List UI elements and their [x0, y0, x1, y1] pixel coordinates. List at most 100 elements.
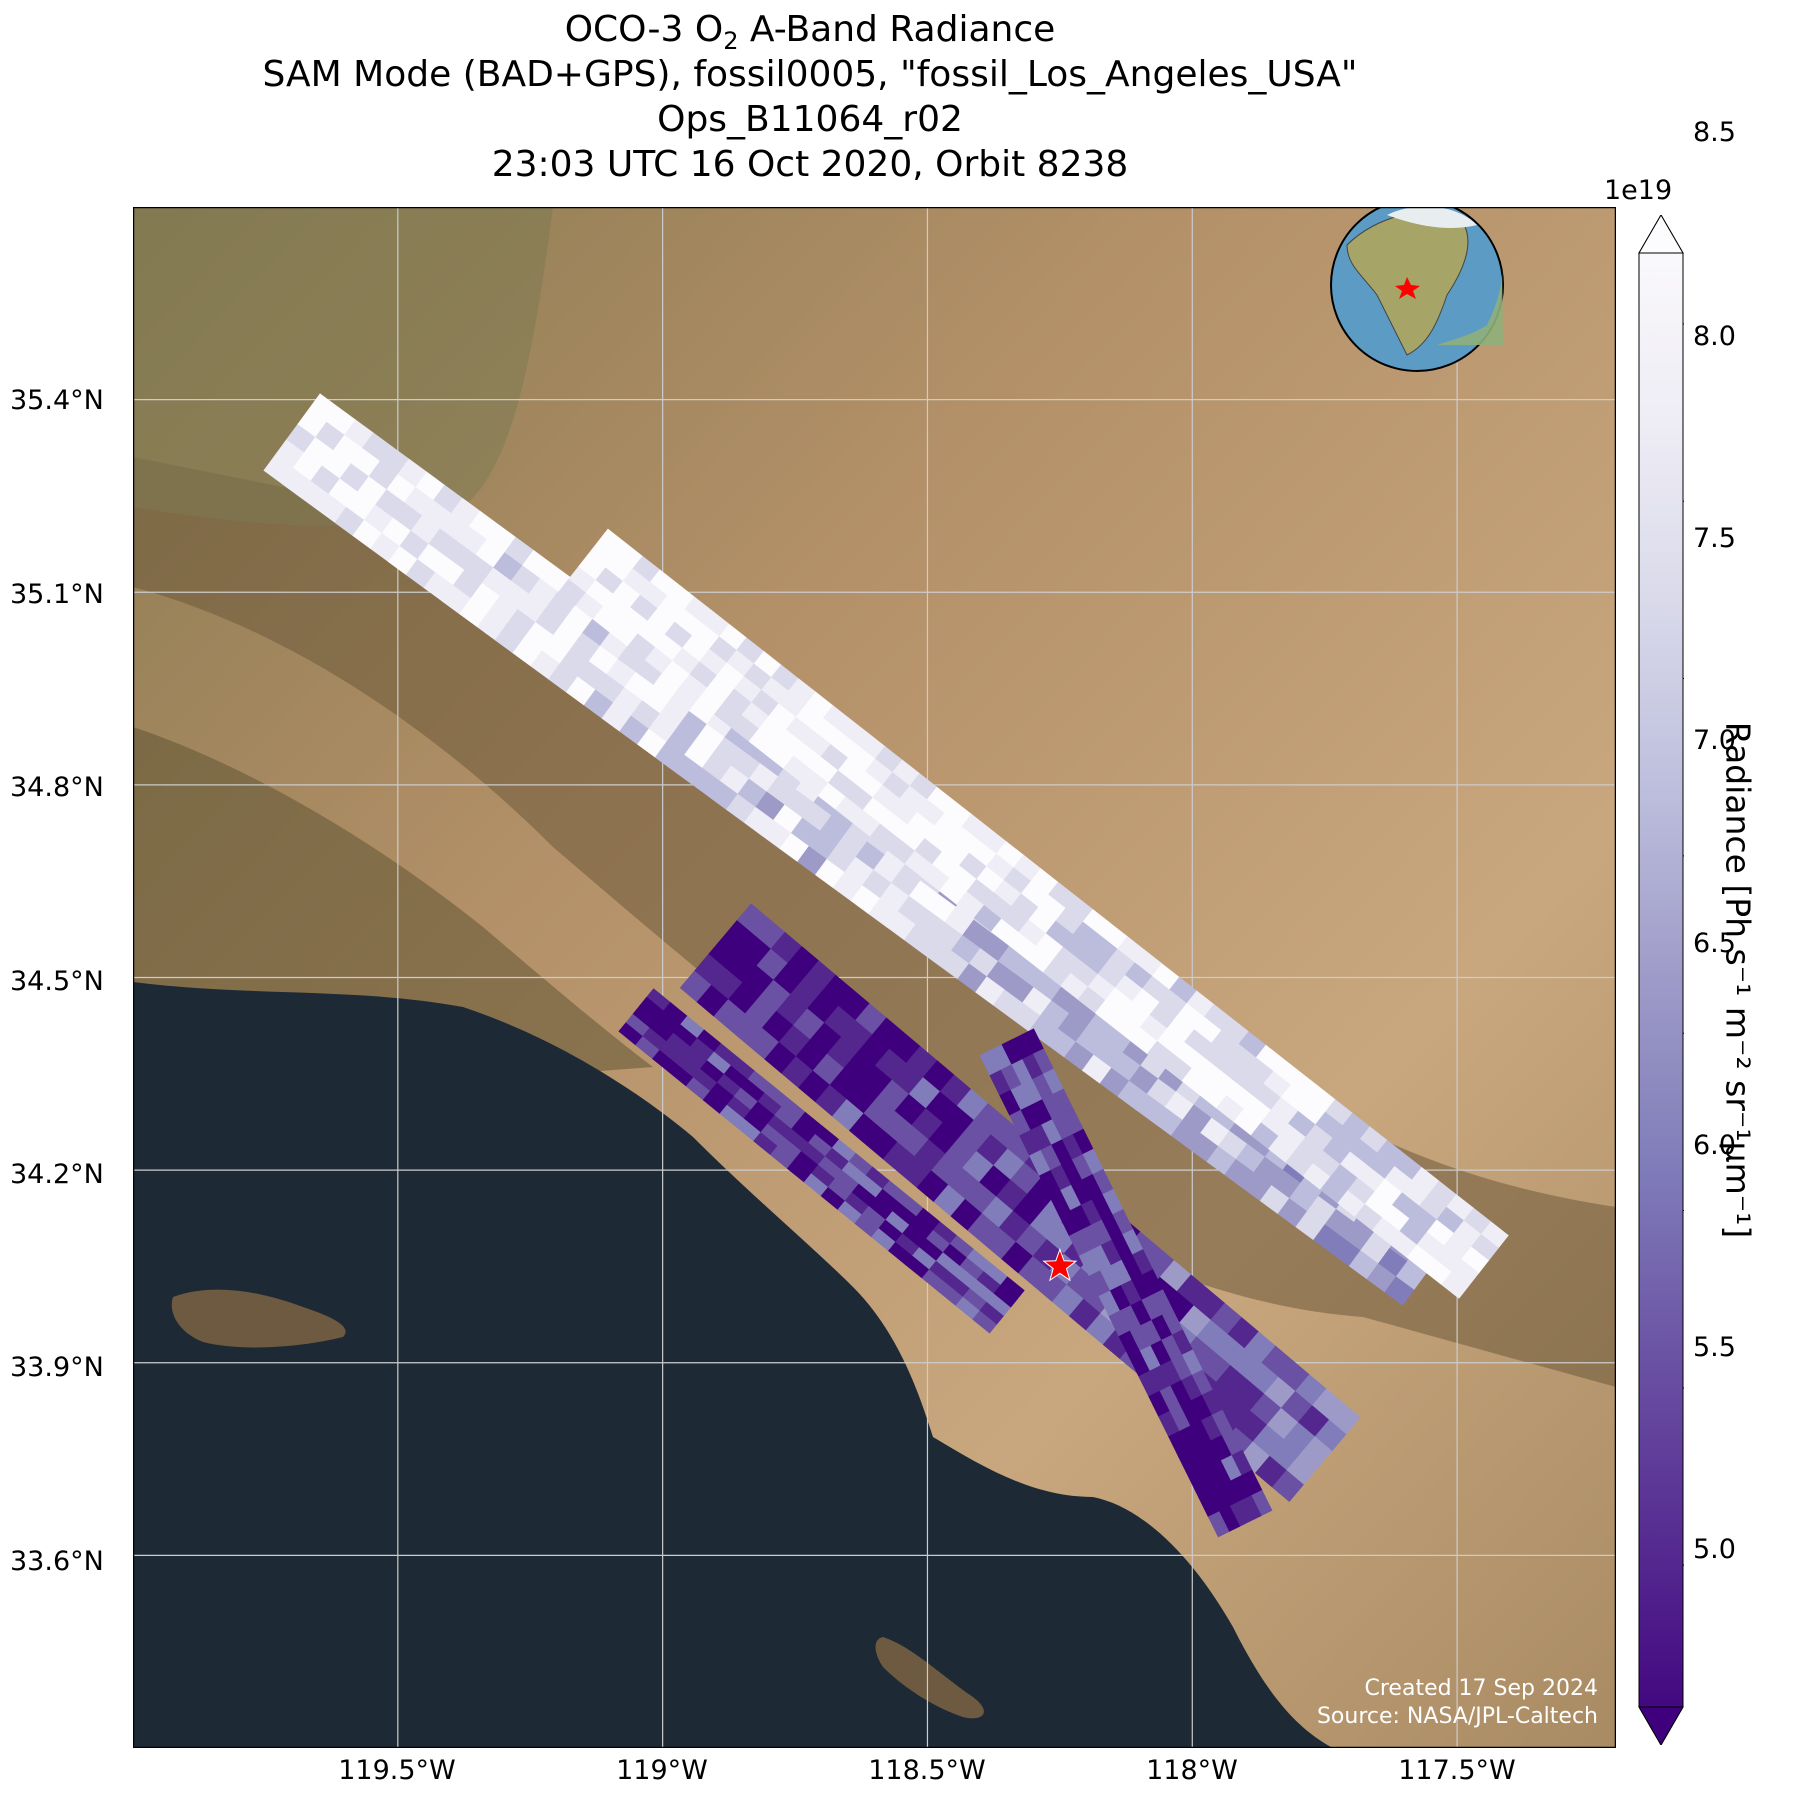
radiance-footprint: [619, 607, 648, 635]
radiance-footprint: [786, 1159, 812, 1183]
radiance-footprint: [1098, 1290, 1121, 1317]
radiance-footprint: [1176, 1003, 1205, 1031]
radiance-footprint: [1193, 1016, 1222, 1044]
radiance-footprint: [1138, 1370, 1160, 1397]
radiance-footprint: [689, 1037, 715, 1062]
radiance-footprint: [827, 770, 856, 798]
radiance-footprint: [788, 678, 817, 706]
radiance-footprint: [1139, 1014, 1168, 1042]
lon-tick-label: 118.5°W: [868, 1755, 986, 1786]
radiance-footprint: [450, 497, 481, 527]
radiance-footprint: [903, 924, 934, 954]
radiance-footprint: [1218, 1505, 1241, 1533]
radiance-footprint: [1324, 1208, 1355, 1239]
radiance-footprint: [517, 593, 548, 623]
radiance-footprint: [432, 484, 463, 514]
radiance-footprint: [1135, 1093, 1166, 1123]
valley: [133, 207, 553, 526]
radiance-footprint: [934, 812, 963, 840]
radiance-footprint: [830, 731, 859, 759]
radiance-footprint: [852, 809, 881, 837]
radiance-footprint: [1193, 1089, 1224, 1119]
radiance-footprint: [652, 1049, 677, 1073]
radiance-footprint: [1009, 1109, 1031, 1137]
title-line-3: Ops_B11064_r02: [657, 99, 963, 140]
radiance-footprint: [649, 569, 678, 597]
radiance-footprint: [873, 854, 903, 884]
radiance-footprint: [1089, 935, 1118, 963]
radiance-footprint: [632, 555, 661, 583]
radiance-footprint: [1190, 1394, 1212, 1422]
radiance-footprint: [1285, 1149, 1314, 1177]
radiance-footprint: [664, 621, 693, 649]
radiance-footprint: [800, 1142, 826, 1166]
radiance-footprint: [1186, 990, 1215, 1018]
radiance-footprint: [949, 1235, 975, 1259]
radiance-footprint: [944, 906, 975, 936]
radiance-footprint: [1025, 945, 1054, 973]
radiance-footprint: [558, 579, 587, 607]
radiance-footprint: [1179, 1400, 1202, 1427]
radiance-footprint: [310, 465, 341, 495]
radiance-footprint: [1065, 895, 1094, 923]
title-line-4: 23:03 UTC 16 Oct 2020, Orbit 8238: [491, 144, 1129, 185]
radiance-footprint: [1391, 1192, 1420, 1220]
radiance-footprint: [635, 1036, 660, 1060]
radiance-footprint: [983, 1262, 1008, 1286]
island: [171, 1289, 346, 1348]
radiance-footprint: [1101, 1188, 1124, 1216]
radiance-footprint: [403, 486, 434, 517]
radiance-footprint: [1129, 1325, 1151, 1352]
radiance-footprint: [627, 633, 656, 661]
radiance-footprint: [583, 689, 614, 719]
radiance-footprint: [1153, 1106, 1183, 1137]
radiance-footprint: [1253, 1083, 1282, 1111]
radiance-footprint: [1178, 1425, 1201, 1452]
radiance-footprint: [470, 582, 501, 613]
radiance-footprint: [695, 724, 726, 754]
radiance-footprint: [1052, 946, 1081, 974]
radiance-footprint: [1174, 1041, 1203, 1069]
colorbar-tick-label: 7.0: [1693, 725, 1736, 756]
radiance-footprint: [1015, 958, 1046, 989]
radiance-footprint: [684, 596, 713, 624]
radiance-footprint: [766, 776, 797, 806]
radiance-footprint: [1170, 1119, 1201, 1150]
radiance-footprint: [817, 782, 846, 810]
radiance-footprint: [978, 827, 1007, 855]
radiance-footprint: [1337, 1190, 1366, 1218]
radiance-footprint: [1157, 1063, 1188, 1093]
radiance-footprint: [343, 419, 374, 449]
radiance-footprint: [790, 1120, 816, 1144]
radiance-footprint: [1203, 1004, 1232, 1032]
radiance-footprint: [807, 1133, 833, 1158]
radiance-footprint: [979, 932, 1010, 962]
radiance-footprint: [921, 937, 952, 967]
radiance-footprint: [820, 1187, 846, 1211]
radiance-footprint: [1329, 1164, 1358, 1192]
radiance-footprint: [1359, 1126, 1388, 1154]
radiance-footprint: [666, 726, 696, 756]
radiance-footprint: [612, 581, 641, 609]
radiance-swaths: [263, 393, 1509, 1538]
radiance-footprint: [1020, 880, 1049, 908]
radiance-footprint: [606, 658, 637, 689]
radiance-footprint: [666, 583, 695, 611]
radiance-footprint: [1088, 1270, 1111, 1297]
radiance-footprint: [1297, 1098, 1326, 1126]
radiance-footprint: [1191, 1055, 1220, 1083]
radiance-footprint: [1081, 1174, 1103, 1201]
credit-source: Source: NASA/JPL-Caltech: [1316, 1704, 1598, 1729]
radiance-footprint: [1188, 1132, 1219, 1163]
radiance-footprint: [1263, 1070, 1292, 1098]
target-star-icon: [1042, 1247, 1078, 1282]
radiance-footprint: [618, 1022, 644, 1046]
radiance-footprint: [810, 1164, 836, 1188]
lat-tick-label: 35.4°N: [10, 385, 104, 416]
radiance-footprint: [399, 530, 430, 560]
radiance-footprint: [299, 480, 329, 511]
radiance-footprint: [1030, 868, 1059, 896]
radiance-footprint: [837, 757, 866, 785]
radiance-footprint: [690, 767, 721, 797]
radiance-footprint: [564, 604, 594, 634]
